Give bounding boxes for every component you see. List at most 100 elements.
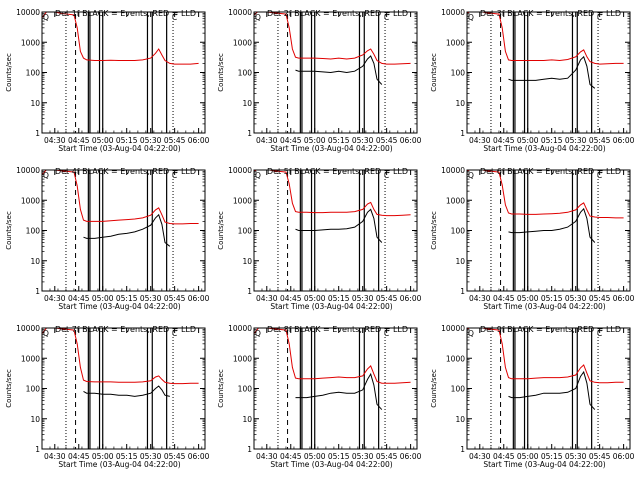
x-tick-label: 05:15 (541, 452, 563, 461)
panel-title: Det 9f BLACK = Events, RED = LLD (480, 325, 621, 334)
x-tick-label: 05:30 (140, 452, 162, 461)
panel-title: Det 7f BLACK = Events, RED = LLD (55, 325, 196, 334)
x-tick-label: 05:45 (164, 136, 186, 145)
events-line (508, 370, 596, 410)
y-tick-label: 100 (238, 385, 253, 394)
corner-glyph: Q (43, 171, 49, 180)
x-tick-label: 05:00 (517, 294, 539, 303)
y-tick-label: 1000 (21, 354, 40, 363)
x-tick-label: 04:30 (469, 294, 491, 303)
y-tick-label: 1 (35, 287, 40, 296)
series-lines (467, 12, 624, 89)
series-lines (42, 170, 199, 247)
x-tick-label: 04:30 (44, 294, 66, 303)
x-tick-label: 05:15 (328, 294, 350, 303)
x-tick-label: 05:15 (116, 294, 138, 303)
lld-line (42, 12, 199, 65)
lld-line (467, 12, 624, 65)
y-tick-label: 10 (242, 99, 252, 108)
panel-7: 1 10 100 1000 10000 04:30 04:45 05:00 05:15 05:30… (5, 324, 210, 469)
corner-glyph: C (172, 171, 177, 180)
y-tick-label: 1000 (233, 354, 252, 363)
time-markers (490, 170, 599, 291)
x-tick-label: 05:15 (541, 294, 563, 303)
x-tick-label: 05:45 (376, 452, 398, 461)
panel-5: 1 10 100 1000 10000 04:30 04:45 05:00 05:15 05:30… (217, 166, 422, 311)
lld-line (254, 328, 411, 384)
x-tick-label: 06:00 (400, 136, 422, 145)
time-markers (65, 328, 174, 449)
x-tick-label: 05:00 (517, 136, 539, 145)
x-tick-label: 05:30 (140, 136, 162, 145)
x-tick-label: 05:15 (328, 136, 350, 145)
x-tick-label: 05:30 (140, 294, 162, 303)
y-tick-label: 1000 (21, 38, 40, 47)
y-tick-label: 10 (30, 257, 40, 266)
x-tick-label: 04:30 (44, 452, 66, 461)
x-tick-label: 04:45 (493, 452, 515, 461)
panel-2: 1 10 100 1000 10000 04:30 04:45 05:00 05:15 05:30… (217, 8, 422, 153)
x-tick-label: 06:00 (613, 136, 635, 145)
y-tick-label: 1000 (446, 38, 465, 47)
y-tick-label: 1000 (233, 196, 252, 205)
x-tick-label: 06:00 (400, 294, 422, 303)
corner-glyph: C (597, 171, 602, 180)
y-tick-label: 100 (26, 227, 41, 236)
x-tick-label: 04:45 (280, 452, 302, 461)
x-tick-label: 05:00 (304, 294, 326, 303)
y-tick-label: 1 (247, 129, 252, 138)
x-tick-label: 05:45 (164, 294, 186, 303)
x-axis-label: Start Time (03-Aug-04 04:22:00) (58, 460, 180, 469)
events-line (295, 208, 383, 243)
y-axis-label: Counts/sec (5, 369, 13, 408)
x-tick-label: 05:30 (565, 452, 587, 461)
x-axis-label: Start Time (03-Aug-04 04:22:00) (270, 302, 392, 311)
time-markers (277, 328, 386, 449)
x-tick-label: 05:45 (376, 136, 398, 145)
x-tick-label: 04:30 (469, 136, 491, 145)
x-tick-label: 05:30 (352, 136, 374, 145)
corner-glyph: C (384, 329, 389, 338)
y-tick-label: 10 (242, 257, 252, 266)
series-lines (42, 328, 199, 397)
events-line (83, 213, 171, 247)
x-axis-label: Start Time (03-Aug-04 04:22:00) (270, 460, 392, 469)
lld-line (254, 170, 411, 217)
x-tick-label: 04:45 (280, 294, 302, 303)
corner-glyph: Q (255, 171, 261, 180)
x-tick-label: 04:45 (68, 136, 90, 145)
y-tick-label: 100 (238, 227, 253, 236)
y-tick-label: 1000 (446, 196, 465, 205)
corner-glyph: Q (468, 13, 474, 22)
x-tick-label: 05:00 (304, 452, 326, 461)
x-tick-label: 06:00 (613, 452, 635, 461)
time-markers (65, 170, 174, 291)
y-axis-label: Counts/sec (5, 211, 13, 250)
y-axis-label: Counts/sec (430, 211, 438, 250)
x-tick-label: 04:45 (280, 136, 302, 145)
panel-title: Det 3f BLACK = Events, RED = LLD (480, 9, 621, 18)
time-markers (277, 170, 386, 291)
panel-1: 1 10 100 1000 10000 04:30 04:45 05:00 05:15 05:30… (5, 8, 210, 153)
corner-glyph: C (172, 329, 177, 338)
x-tick-label: 05:30 (352, 452, 374, 461)
y-tick-label: 10 (455, 257, 465, 266)
y-tick-label: 1 (460, 129, 465, 138)
y-tick-label: 10000 (228, 166, 252, 175)
x-tick-label: 04:30 (256, 452, 278, 461)
x-axis-label: Start Time (03-Aug-04 04:22:00) (270, 144, 392, 153)
x-tick-label: 05:30 (565, 294, 587, 303)
lld-line (467, 328, 624, 384)
series-lines (254, 170, 411, 243)
x-axis-label: Start Time (03-Aug-04 04:22:00) (483, 302, 605, 311)
events-line (508, 207, 596, 243)
x-axis-label: Start Time (03-Aug-04 04:22:00) (58, 144, 180, 153)
x-tick-label: 04:45 (68, 452, 90, 461)
x-tick-label: 05:45 (589, 136, 611, 145)
y-tick-label: 10000 (228, 324, 252, 333)
corner-glyph: C (384, 13, 389, 22)
corner-glyph: Q (43, 13, 49, 22)
panel-title: Det 8f BLACK = Events, RED = LLD (267, 325, 408, 334)
y-axis-label: Counts/sec (430, 53, 438, 92)
y-tick-label: 100 (451, 227, 466, 236)
